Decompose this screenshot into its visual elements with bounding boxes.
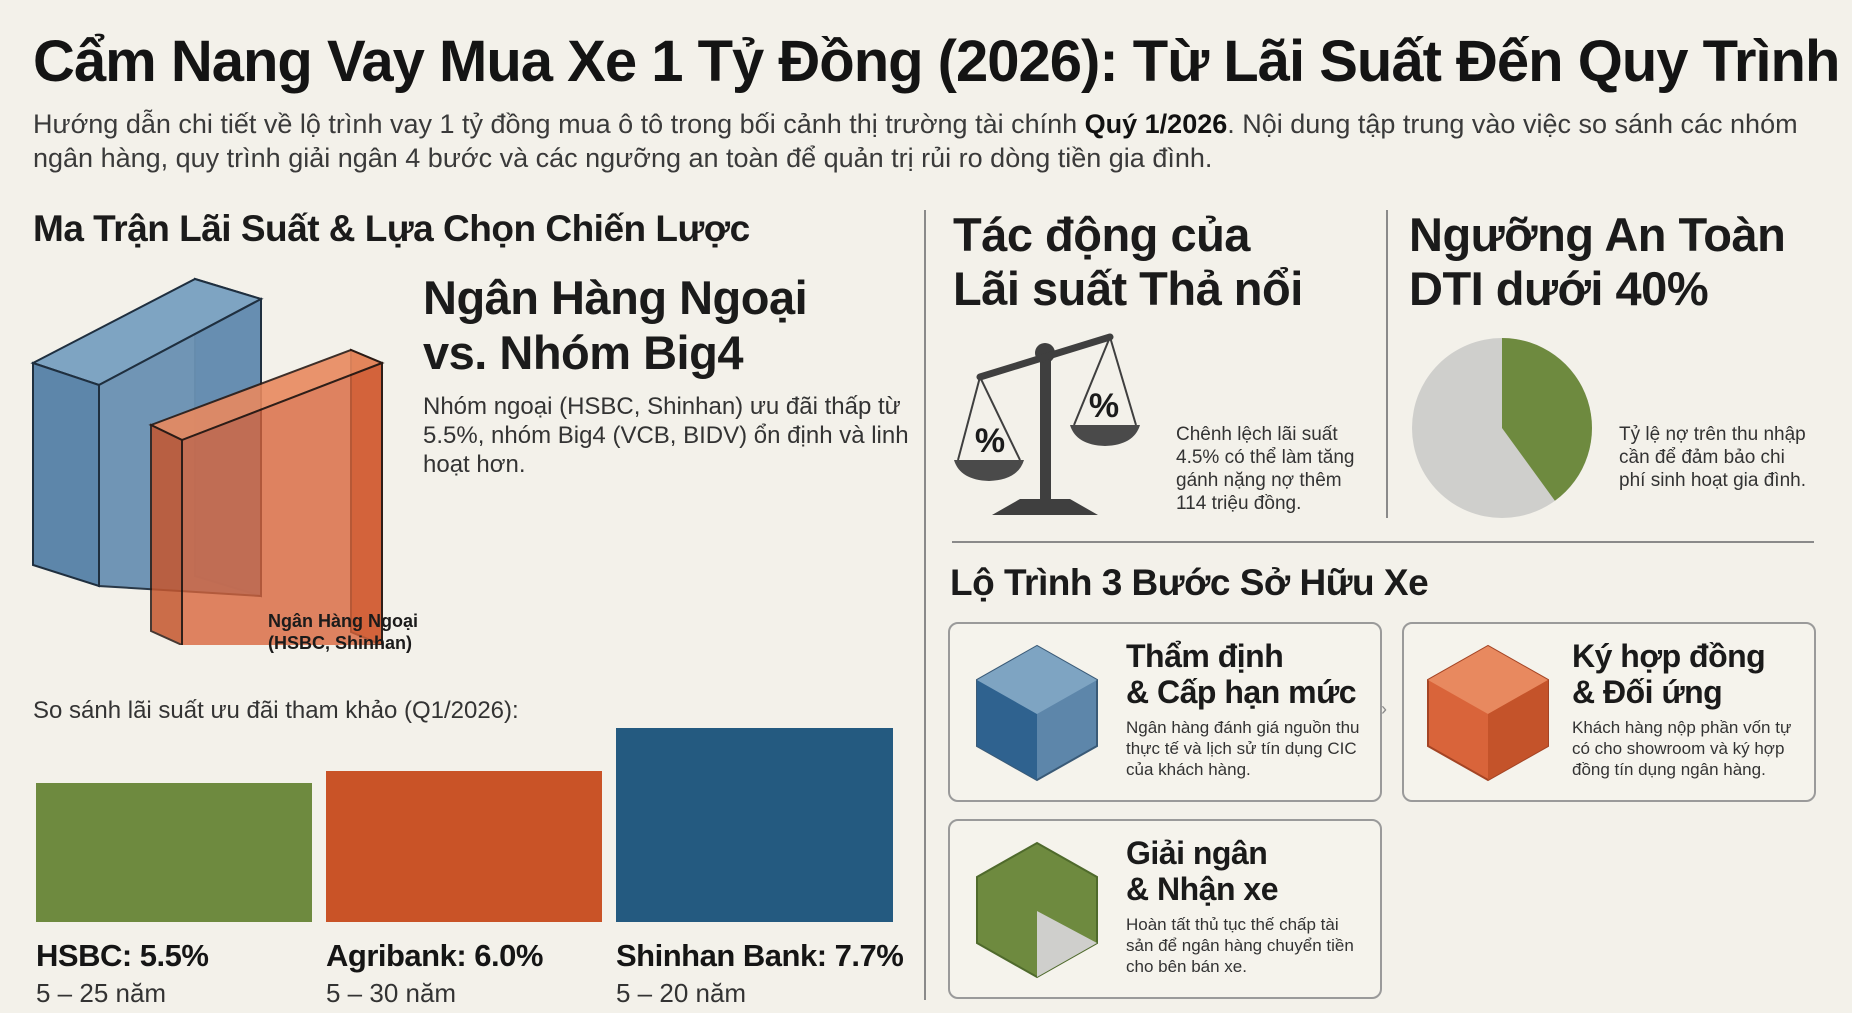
bar-label-shinhan: Shinhan Bank: 7.7%	[616, 938, 904, 973]
floating-heading: Tác động của Lãi suất Thả nổi	[953, 208, 1303, 315]
scale-left-symbol: %	[975, 422, 1005, 460]
step-card-3: Giải ngân & Nhận xe Hoàn tất thủ tục thế…	[948, 819, 1382, 999]
orange-hexagon-icon	[1427, 644, 1549, 782]
dti-heading: Ngưỡng An Toàn DTI dưới 40%	[1409, 208, 1786, 315]
page-title: Cẩm Nang Vay Mua Xe 1 Tỷ Đồng (2026): Từ…	[33, 29, 1840, 94]
bar-term-agribank: 5 – 30 năm	[326, 978, 457, 1008]
section-divider	[952, 541, 1814, 543]
step-1-title: Thẩm định & Cấp hạn mức	[1126, 638, 1357, 710]
intro-paragraph: Hướng dẫn chi tiết về lộ trình vay 1 tỷ …	[33, 109, 1798, 173]
column-divider	[924, 210, 926, 1000]
roadmap-heading: Lộ Trình 3 Bước Sở Hữu Xe	[950, 562, 1429, 603]
step-2-description: Khách hàng nộp phần vốn tự có cho showro…	[1572, 718, 1792, 779]
bar-agribank	[326, 771, 602, 922]
bar-hsbc	[36, 783, 312, 922]
blue-box-front	[32, 361, 100, 588]
dti-description: Tỷ lệ nợ trên thu nhập cần để đảm bảo ch…	[1619, 424, 1806, 491]
step-card-2: Ký hợp đồng & Đối ứng Khách hàng nộp phầ…	[1402, 622, 1816, 802]
scale-right-symbol: %	[1089, 387, 1119, 425]
box-label: Ngân Hàng Ngoại (HSBC, Shinhan)	[268, 611, 419, 653]
matrix-description: Nhóm ngoại (HSBC, Shinhan) ưu đãi thấp t…	[423, 393, 909, 478]
orange-box-front	[150, 423, 183, 645]
dti-pie-chart	[1412, 338, 1592, 518]
step-3-description: Hoàn tất thủ tục thế chấp tài sản để ngâ…	[1126, 915, 1354, 976]
step-3-title: Giải ngân & Nhận xe	[1126, 835, 1278, 907]
step-1-description: Ngân hàng đánh giá nguồn thu thực tế và …	[1126, 718, 1360, 779]
bar-term-hsbc: 5 – 25 năm	[36, 978, 167, 1008]
right-column-divider	[1386, 210, 1388, 518]
balance-scale-icon: % %	[954, 333, 1140, 515]
green-hexagon-icon	[976, 841, 1098, 979]
step-connector-icon: ›	[1381, 699, 1387, 719]
overlapping-boxes-illustration	[30, 277, 385, 645]
step-card-1: Thẩm định & Cấp hạn mức Ngân hàng đánh g…	[948, 622, 1382, 802]
bar-label-agribank: Agribank: 6.0%	[326, 938, 543, 973]
bar-label-hsbc: HSBC: 5.5%	[36, 938, 209, 973]
matrix-heading: Ma Trận Lãi Suất & Lựa Chọn Chiến Lược	[33, 208, 750, 249]
blue-hexagon-icon	[976, 644, 1098, 782]
floating-description: Chênh lệch lãi suất 4.5% có thể làm tăng…	[1176, 424, 1355, 514]
bar-shinhan	[616, 728, 893, 922]
bar-term-shinhan: 5 – 20 năm	[616, 978, 747, 1008]
step-2-title: Ký hợp đồng & Đối ứng	[1572, 638, 1766, 710]
comparison-caption: So sánh lãi suất ưu đãi tham khảo (Q1/20…	[33, 697, 519, 724]
pie-share	[1502, 338, 1592, 501]
matrix-headline: Ngân Hàng Ngoại vs. Nhóm Big4	[423, 271, 808, 379]
